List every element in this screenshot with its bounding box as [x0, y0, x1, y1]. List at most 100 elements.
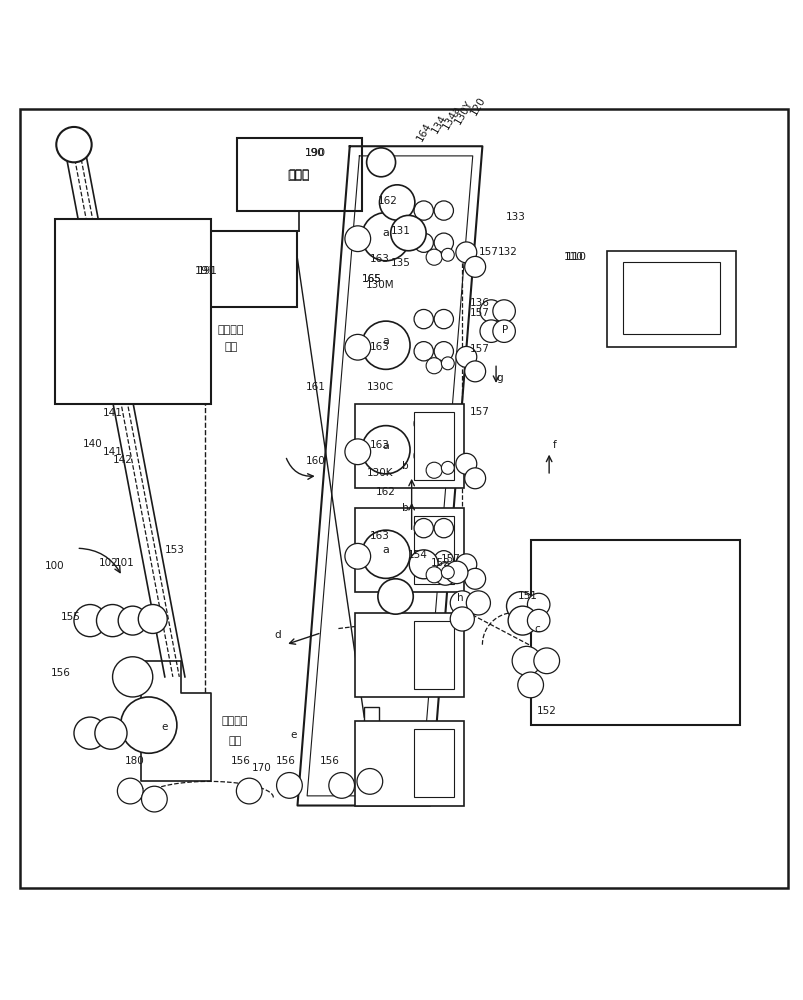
- Text: b: b: [402, 503, 408, 513]
- Circle shape: [450, 591, 474, 615]
- Text: c: c: [533, 624, 540, 634]
- Circle shape: [464, 468, 485, 489]
- Text: 130K: 130K: [367, 468, 393, 478]
- Circle shape: [328, 773, 354, 798]
- Circle shape: [414, 446, 433, 465]
- Text: g: g: [496, 373, 503, 383]
- Circle shape: [434, 551, 453, 570]
- Circle shape: [141, 786, 167, 812]
- Circle shape: [426, 462, 442, 478]
- Text: 157: 157: [441, 554, 460, 564]
- Text: 162: 162: [376, 487, 395, 497]
- Bar: [173, 231, 297, 307]
- Text: 164: 164: [414, 121, 433, 143]
- Text: 135: 135: [390, 258, 410, 268]
- Text: a: a: [382, 441, 389, 451]
- Circle shape: [74, 605, 106, 637]
- Text: 142: 142: [113, 455, 132, 465]
- Text: 130Y: 130Y: [453, 99, 474, 126]
- Bar: [622, 262, 719, 334]
- Text: 163: 163: [369, 531, 389, 541]
- Circle shape: [434, 563, 456, 585]
- Text: h: h: [456, 593, 463, 603]
- Circle shape: [506, 592, 535, 621]
- Circle shape: [533, 648, 559, 674]
- Text: 單元: 單元: [228, 736, 241, 746]
- Bar: [414, 412, 454, 480]
- Bar: [55, 219, 211, 404]
- Circle shape: [464, 361, 485, 382]
- Circle shape: [426, 567, 442, 583]
- Text: 托盤驅動: 托盤驅動: [222, 716, 247, 726]
- Circle shape: [357, 769, 382, 794]
- Circle shape: [464, 256, 485, 277]
- Text: 154: 154: [408, 550, 427, 560]
- Circle shape: [118, 606, 147, 635]
- Text: 102: 102: [99, 558, 118, 568]
- Text: 157: 157: [470, 344, 489, 354]
- Text: a: a: [382, 228, 389, 238]
- Text: e: e: [161, 722, 168, 732]
- Text: 180: 180: [125, 756, 145, 766]
- Circle shape: [344, 334, 370, 360]
- Text: 162: 162: [377, 196, 397, 206]
- Circle shape: [409, 550, 438, 579]
- Circle shape: [366, 148, 395, 177]
- Text: 160: 160: [306, 456, 325, 466]
- Circle shape: [414, 414, 433, 433]
- Circle shape: [455, 554, 476, 575]
- Circle shape: [361, 426, 410, 474]
- Text: 100: 100: [45, 561, 64, 571]
- Text: 151: 151: [517, 591, 536, 601]
- Circle shape: [507, 606, 536, 635]
- Circle shape: [117, 778, 143, 804]
- Circle shape: [96, 605, 128, 637]
- Bar: [606, 251, 735, 347]
- Circle shape: [361, 321, 410, 369]
- Circle shape: [95, 717, 127, 749]
- Text: e: e: [290, 730, 296, 740]
- Circle shape: [414, 201, 433, 220]
- Circle shape: [455, 242, 476, 263]
- Circle shape: [276, 773, 302, 798]
- Text: 132: 132: [498, 247, 517, 257]
- Circle shape: [120, 697, 177, 753]
- Circle shape: [464, 568, 485, 589]
- Circle shape: [414, 233, 433, 252]
- Circle shape: [466, 591, 490, 615]
- Bar: [364, 707, 378, 727]
- Text: 152: 152: [430, 558, 450, 568]
- Text: 170: 170: [251, 763, 271, 773]
- Text: 156: 156: [231, 756, 251, 766]
- Text: 控制器: 控制器: [288, 168, 309, 181]
- Bar: [414, 729, 454, 797]
- Text: 157: 157: [470, 407, 489, 417]
- Circle shape: [377, 579, 413, 614]
- Text: 136: 136: [470, 298, 489, 308]
- Circle shape: [138, 605, 167, 633]
- Text: 134: 134: [429, 113, 448, 135]
- Circle shape: [361, 530, 410, 578]
- Bar: [414, 516, 454, 584]
- Circle shape: [445, 561, 467, 584]
- Text: 163: 163: [369, 440, 389, 450]
- Circle shape: [450, 607, 474, 631]
- Text: 141: 141: [103, 447, 122, 457]
- Text: 153: 153: [165, 545, 184, 555]
- Circle shape: [56, 127, 92, 162]
- Text: 165: 165: [361, 274, 381, 284]
- Circle shape: [434, 309, 453, 329]
- Circle shape: [112, 657, 153, 697]
- Circle shape: [344, 543, 370, 569]
- Text: 133: 133: [505, 212, 524, 222]
- Circle shape: [441, 461, 454, 474]
- Text: a: a: [382, 336, 389, 346]
- Circle shape: [344, 439, 370, 465]
- Text: 110: 110: [565, 252, 586, 262]
- Circle shape: [414, 551, 433, 570]
- Bar: [237, 138, 361, 211]
- Circle shape: [512, 646, 540, 675]
- Circle shape: [441, 248, 454, 261]
- Circle shape: [414, 309, 433, 329]
- Bar: [355, 721, 463, 806]
